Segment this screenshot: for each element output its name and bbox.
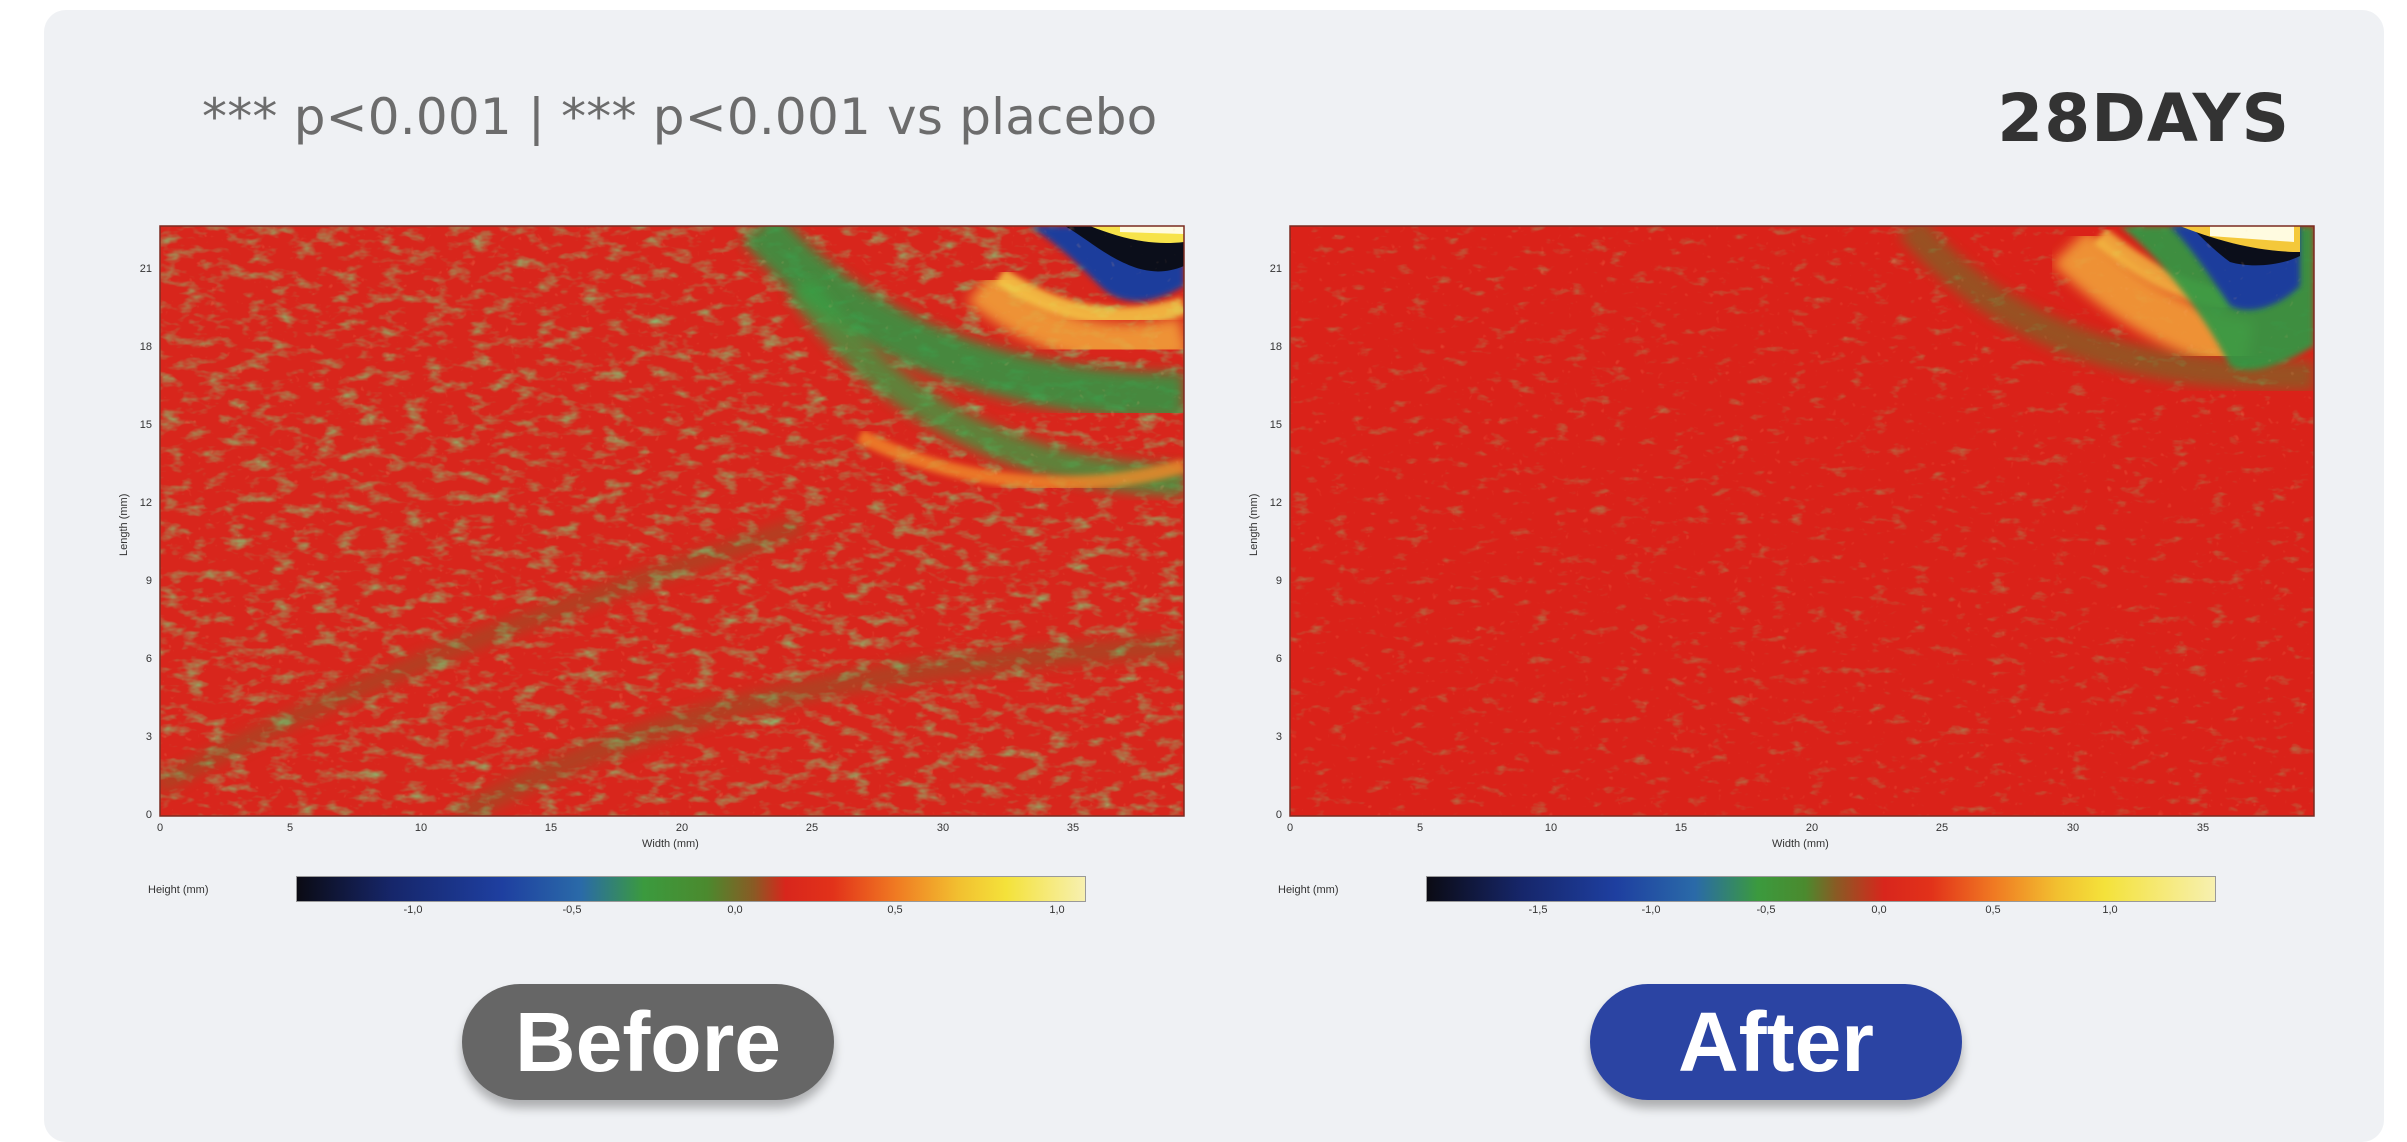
before-colorbar-tick: 0,5: [887, 904, 903, 916]
y-axis-title: Length (mm): [118, 493, 130, 556]
y-tick: 21: [139, 263, 152, 275]
before-skin-map: 0 3 6 9 12 15 18 21 Length (mm) 0 5 10 1…: [118, 225, 1185, 850]
after-colorbar-title: Height (mm): [1278, 884, 1339, 896]
y-tick: 3: [145, 731, 152, 743]
y-tick: 6: [1275, 653, 1282, 665]
x-tick: 20: [675, 822, 689, 834]
x-tick: 25: [805, 822, 819, 834]
y-tick: 18: [1269, 341, 1282, 353]
y-tick: 9: [1275, 575, 1282, 587]
x-axis-title: Width (mm): [642, 838, 699, 850]
x-tick: 15: [544, 822, 558, 834]
after-colorbar-tick: 1,0: [2102, 904, 2118, 916]
x-tick: 35: [2196, 822, 2210, 834]
after-label-pill: After: [1590, 984, 1962, 1100]
x-tick: 30: [936, 822, 950, 834]
after-colorbar-tick: 0,5: [1985, 904, 2001, 916]
before-colorbar-tick: -0,5: [562, 904, 582, 916]
y-tick: 0: [145, 809, 152, 821]
after-colorbar-tick: 0,0: [1871, 904, 1887, 916]
x-axis-title: Width (mm): [1772, 838, 1829, 850]
x-tick: 10: [414, 822, 428, 834]
after-colorbar-tick: -0,5: [1756, 904, 1776, 916]
significance-note: *** p<0.001 | *** p<0.001 vs placebo: [202, 88, 1158, 146]
y-tick: 12: [139, 497, 152, 509]
after-skin-map: 0 3 6 9 12 15 18 21 Length (mm) 0 5 10 1…: [1248, 225, 2315, 850]
before-colorbar-tick: 0,0: [727, 904, 743, 916]
y-tick: 12: [1269, 497, 1282, 509]
x-tick: 0: [1286, 822, 1294, 834]
after-colorbar-tick: -1,5: [1528, 904, 1548, 916]
before-heatmap: [159, 225, 1185, 817]
y-tick: 9: [145, 575, 152, 587]
y-tick: 3: [1275, 731, 1282, 743]
before-colorbar-title: Height (mm): [148, 884, 209, 896]
before-colorbar-tick: 1,0: [1049, 904, 1065, 916]
x-tick: 10: [1544, 822, 1558, 834]
x-tick: 30: [2066, 822, 2080, 834]
x-tick: 0: [156, 822, 164, 834]
before-colorbar: [296, 876, 1086, 902]
before-label-pill: Before: [462, 984, 834, 1100]
after-heatmap: [1289, 225, 2315, 817]
duration-label: 28DAYS: [1997, 80, 2290, 157]
x-tick: 20: [1805, 822, 1819, 834]
x-tick: 5: [1416, 822, 1424, 834]
after-colorbar-tick: -1,0: [1641, 904, 1661, 916]
y-tick: 21: [1269, 263, 1282, 275]
after-colorbar: [1426, 876, 2216, 902]
y-tick: 18: [139, 341, 152, 353]
x-tick: 15: [1674, 822, 1688, 834]
y-axis-title: Length (mm): [1248, 493, 1260, 556]
x-tick: 25: [1935, 822, 1949, 834]
x-tick: 35: [1066, 822, 1080, 834]
x-tick: 5: [286, 822, 294, 834]
y-tick: 0: [1275, 809, 1282, 821]
before-colorbar-tick: -1,0: [403, 904, 423, 916]
y-tick: 6: [145, 653, 152, 665]
y-tick: 15: [1269, 419, 1282, 431]
y-tick: 15: [139, 419, 152, 431]
